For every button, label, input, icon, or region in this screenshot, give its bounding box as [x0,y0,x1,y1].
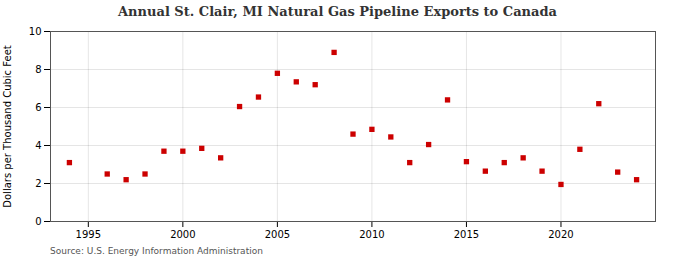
html-text:Source: U.S. Energy Informatio: Source: U.S. Energy Information Administ… [50,246,263,256]
svg-text:4: 4 [35,140,41,151]
svg-text:1995: 1995 [76,229,101,240]
svg-text:10: 10 [29,26,42,37]
svg-text:2000: 2000 [170,229,195,240]
svg-text:Dollars per Thousand Cubic Fee: Dollars per Thousand Cubic Feet [2,45,13,208]
svg-text:2: 2 [35,178,41,189]
svg-text:2010: 2010 [359,229,384,240]
svg-text:0: 0 [35,216,41,227]
svg-text:6: 6 [35,102,41,113]
html-text:Annual St. Clair, MI Natural G: Annual St. Clair, MI Natural Gas Pipelin… [118,4,557,19]
svg-text:2020: 2020 [548,229,573,240]
svg-text:2015: 2015 [454,229,479,240]
svg-text:8: 8 [35,64,41,75]
svg-text:2005: 2005 [265,229,290,240]
